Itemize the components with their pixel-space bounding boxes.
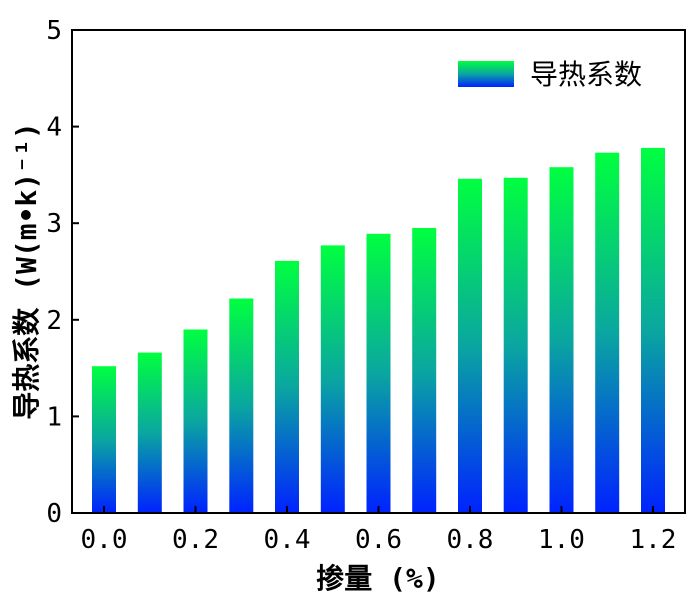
x-tick-label-0: 0.0 [81, 525, 128, 555]
x-ticks-group: 0.0 0.2 0.4 0.6 0.8 1.0 1.2 [81, 506, 676, 555]
bar-12 [641, 147, 665, 513]
y-tick-label-5: 5 [46, 16, 62, 46]
bar-0 [92, 366, 116, 513]
x-tick-label-2: 0.4 [264, 525, 311, 555]
bar-10 [549, 167, 574, 513]
legend-swatch [458, 61, 514, 87]
bar-11 [595, 152, 620, 513]
y-ticks-group: 0 1 2 3 4 5 [46, 16, 79, 529]
bar-8 [458, 178, 482, 514]
bar-9 [503, 177, 528, 514]
y-tick-label-4: 4 [46, 113, 62, 143]
x-axis-title: 掺量 (%) [316, 562, 439, 595]
y-tick-label-0: 0 [46, 499, 62, 529]
x-tick-label-6: 1.2 [629, 525, 676, 555]
x-tick-label-5: 1.0 [538, 525, 585, 555]
y-axis-title: 导热系数 (W(m•k)⁻¹) [10, 122, 43, 419]
plot-frame [71, 29, 686, 514]
bar-4 [275, 260, 299, 513]
y-tick-label-1: 1 [46, 402, 62, 432]
bar-3 [229, 298, 254, 513]
x-tick-label-3: 0.6 [355, 525, 402, 555]
bars-group [92, 147, 665, 514]
y-tick-label-3: 3 [46, 209, 62, 239]
x-tick-label-1: 0.2 [172, 525, 219, 555]
bar-1 [137, 352, 162, 513]
y-tick-label-2: 2 [46, 306, 62, 336]
bar-5 [320, 245, 345, 513]
bar-7 [412, 228, 437, 513]
legend-label: 导热系数 [530, 58, 642, 91]
bar-2 [183, 329, 208, 513]
bar-6 [366, 233, 391, 514]
x-tick-label-4: 0.8 [447, 525, 494, 555]
legend: 导热系数 [458, 58, 642, 91]
